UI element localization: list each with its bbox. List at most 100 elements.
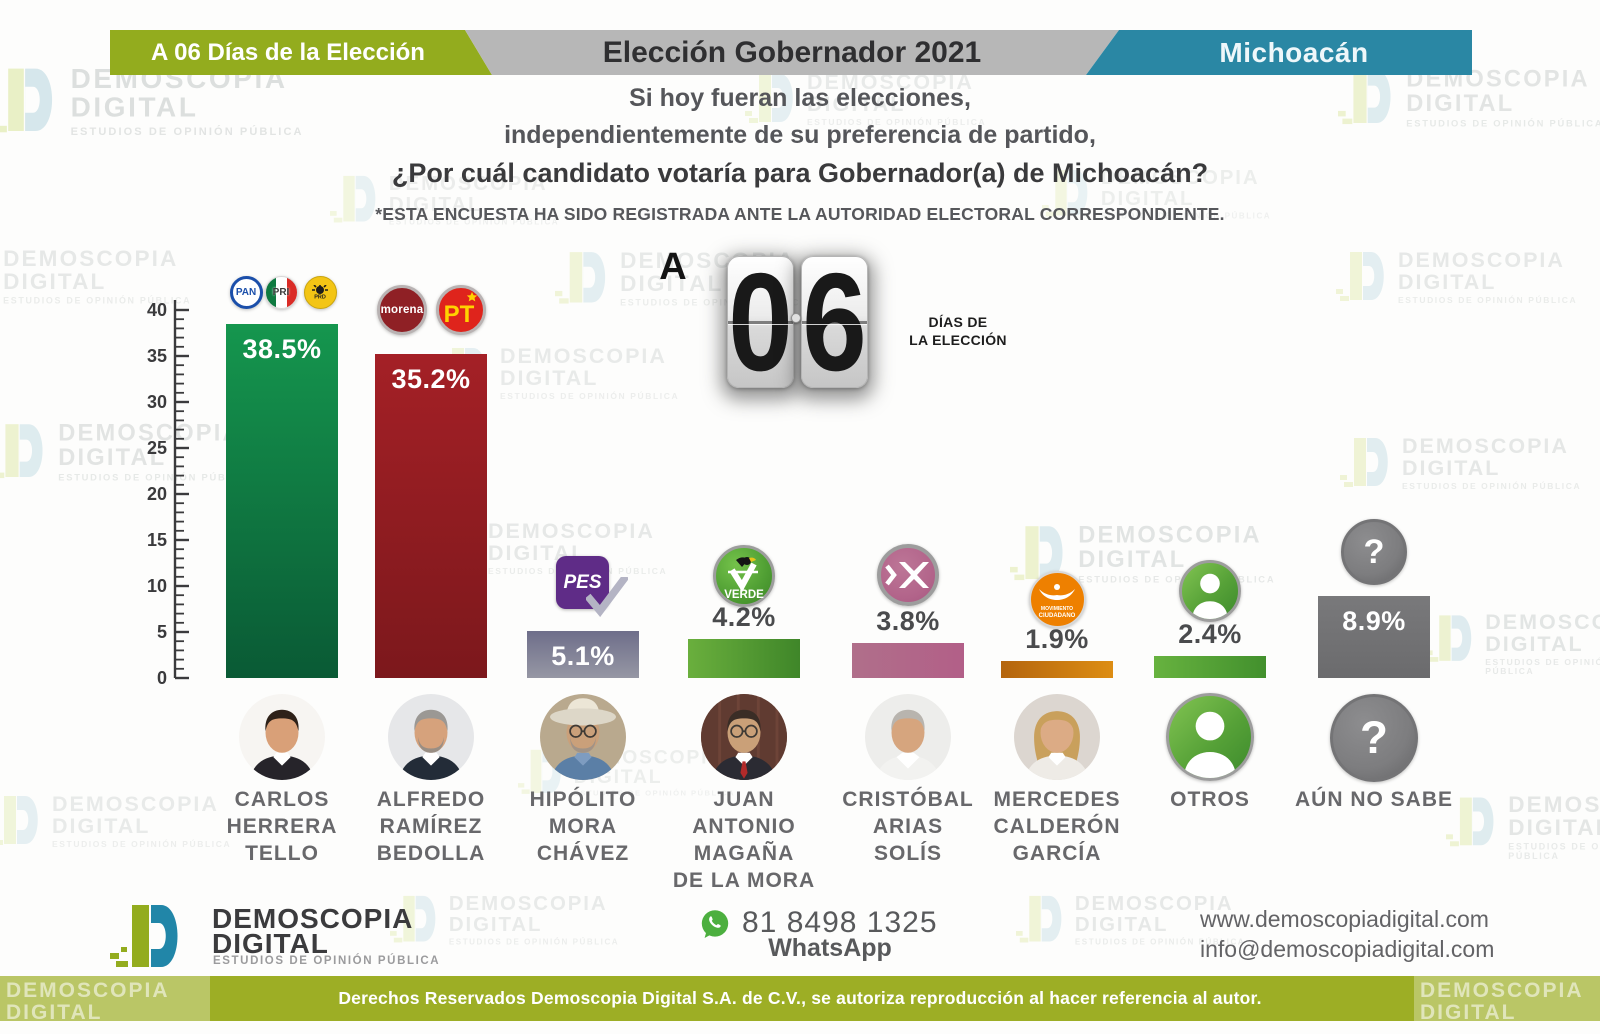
copyright-bar-watermark-1: DEMOSCOPIA DIGITAL xyxy=(1414,976,1600,1021)
person-icon xyxy=(1166,693,1254,781)
verde-toucan-icon: VERDE xyxy=(724,557,764,601)
y-tick-40: 40 xyxy=(147,300,167,320)
candidate-name-magana-line1: JUAN xyxy=(713,788,775,811)
candidate-name-magana-line4: DE LA MORA xyxy=(672,869,816,892)
candidate-name-mora-line1: HIPÓLITO xyxy=(529,788,637,811)
partido-verde-logo: VERDE xyxy=(713,545,775,607)
candidate-name-calderon-line3: GARCÍA xyxy=(1012,842,1102,865)
candidate-name-arias-line2: ARIAS xyxy=(872,815,944,838)
countdown-card-tens: 0 xyxy=(727,256,794,388)
watermark-d-icon xyxy=(1016,895,1062,943)
footer-website: www.demoscopiadigital.com xyxy=(1200,906,1489,932)
bar-label-magana: 4.2% xyxy=(712,602,776,632)
candidate-name-herrera-line1: CARLOS xyxy=(234,788,330,811)
y-tick-5: 5 xyxy=(157,622,167,642)
copyright-bar-watermark-0: DEMOSCOPIA DIGITAL xyxy=(0,976,210,1021)
registration-note: *ESTA ENCUESTA HA SIDO REGISTRADA ANTE L… xyxy=(375,204,1225,224)
y-tick-15: 15 xyxy=(147,530,167,550)
candidate-name-bedolla-line2: RAMÍREZ xyxy=(379,815,483,838)
photo-bedolla xyxy=(388,694,474,780)
bar-mora xyxy=(527,631,639,678)
candidate-name-magana-line3: MAGAÑA xyxy=(693,842,795,865)
whatsapp-icon xyxy=(701,910,729,938)
question-mark-photo-icon: ? xyxy=(1330,694,1418,782)
banner-days: A 06 Días de la Elección xyxy=(110,30,492,75)
y-tick-0: 0 xyxy=(157,668,167,688)
whatsapp-number: 81 8498 1325 xyxy=(742,906,938,939)
watermark-10: DEMOSCOPIA DIGITAL ESTUDIOS DE OPINIÓN P… xyxy=(1340,435,1581,492)
watermark-17: DEMOSCOPIA DIGITAL ESTUDIOS DE OPINIÓN P… xyxy=(390,894,619,947)
candidate-name-calderon-line1: MERCEDES xyxy=(993,788,1121,811)
countdown-caption: DÍAS DE LA ELECCIÓN xyxy=(909,314,1007,348)
mc-eagle-icon: MOVIMIENTO CIUDADANO xyxy=(1039,584,1076,619)
candidate-name-mora-line2: MORA xyxy=(548,815,618,838)
watermark-d-icon xyxy=(0,424,43,479)
bar-herrera xyxy=(226,324,338,678)
watermark-d-icon xyxy=(0,796,38,845)
bar-label-bedolla: 35.2% xyxy=(391,364,471,394)
poll-question: ¿Por cuál candidato votaría para Goberna… xyxy=(391,158,1209,188)
bar-label-otros: 2.4% xyxy=(1178,619,1242,649)
candidate-name-mora-line3: CHÁVEZ xyxy=(536,842,630,865)
watermark-d-icon xyxy=(1340,438,1388,487)
banner-title: Elección Gobernador 2021 xyxy=(465,30,1119,75)
y-tick-35: 35 xyxy=(147,346,167,366)
bar-calderon xyxy=(1001,661,1113,678)
watermark-d-icon xyxy=(1336,252,1384,301)
candidate-name-otros-line1: OTROS xyxy=(1170,788,1250,811)
countdown-card-units: 6 xyxy=(801,256,868,388)
y-tick-10: 10 xyxy=(147,576,167,596)
candidate-name-calderon-line2: CALDERÓN xyxy=(993,815,1121,838)
y-tick-25: 25 xyxy=(147,438,167,458)
candidate-name-arias-line1: CRISTÓBAL xyxy=(842,788,974,811)
morena-logo: morena xyxy=(377,285,427,335)
copyright-bar: Derechos Reservados Demoscopia Digital S… xyxy=(0,976,1600,1021)
bar-arias xyxy=(852,643,964,678)
countdown-prefix: A xyxy=(659,246,687,288)
pri-logo: PRI xyxy=(264,275,298,309)
fuerza-por-mexico-logo xyxy=(877,544,939,606)
photo-magana xyxy=(701,694,787,780)
pan-logo: PAN xyxy=(229,275,263,309)
svg-text:CIUDADANO: CIUDADANO xyxy=(1039,613,1076,619)
watermark-7: DEMOSCOPIA DIGITAL ESTUDIOS DE OPINIÓN P… xyxy=(1336,249,1577,306)
footer-brand-line2: DIGITAL xyxy=(212,928,329,959)
banner-days-label: A 06 Días de la Elección xyxy=(151,38,425,66)
copyright-text: Derechos Reservados Demoscopia Digital S… xyxy=(338,988,1262,1008)
candidate-name-magana-line2: ANTONIO xyxy=(692,815,796,838)
candidate-name-nosabe-line1: AÚN NO SABE xyxy=(1294,788,1453,811)
candidate-name-bedolla-line1: ALFREDO xyxy=(376,788,486,811)
photo-mora xyxy=(540,694,626,780)
person-icon xyxy=(1179,560,1241,622)
candidate-name-herrera-line3: TELLO xyxy=(245,842,319,865)
candidate-name-herrera-line2: HERRERA xyxy=(226,815,338,838)
bar-label-nosabe: 8.9% xyxy=(1342,606,1406,636)
candidate-name-arias-line3: SOLÍS xyxy=(873,842,942,865)
countdown-hinge xyxy=(791,313,801,323)
bar-nosabe xyxy=(1318,596,1430,678)
watermark-16: DEMOSCOPIA DIGITAL ESTUDIOS DE OPINIÓN P… xyxy=(1446,793,1600,860)
y-axis: 0 5 10 15 20 25 30 35 40 xyxy=(147,300,189,688)
bar-label-calderon: 1.9% xyxy=(1025,624,1089,654)
footer-email: info@demoscopiadigital.com xyxy=(1200,936,1495,962)
banner-state: Michoacán xyxy=(1086,30,1472,75)
y-tick-30: 30 xyxy=(147,392,167,412)
bar-label-herrera: 38.5% xyxy=(242,334,322,364)
watermark-d-icon xyxy=(555,252,606,304)
intro-line-1: Si hoy fueran las elecciones, xyxy=(629,84,971,112)
candidate-name-bedolla-line3: BEDOLLA xyxy=(376,842,486,865)
pt-logo: PT xyxy=(436,285,486,335)
bar-magana xyxy=(688,639,800,678)
svg-text:VERDE: VERDE xyxy=(724,589,764,601)
intro-line-2: independientemente de su preferencia de … xyxy=(504,121,1096,149)
prd-logo: PRD xyxy=(303,275,337,309)
fuerza-x-icon xyxy=(885,562,929,588)
pt-star-icon: PT xyxy=(444,292,478,328)
photo-arias xyxy=(865,694,951,780)
movimiento-ciudadano-logo: MOVIMIENTO CIUDADANO xyxy=(1028,570,1086,628)
photo-calderon xyxy=(1014,694,1100,780)
banner-title-label: Elección Gobernador 2021 xyxy=(602,35,982,69)
question-mark-icon: ? xyxy=(1341,519,1407,585)
pes-checkmark-icon xyxy=(584,573,630,618)
